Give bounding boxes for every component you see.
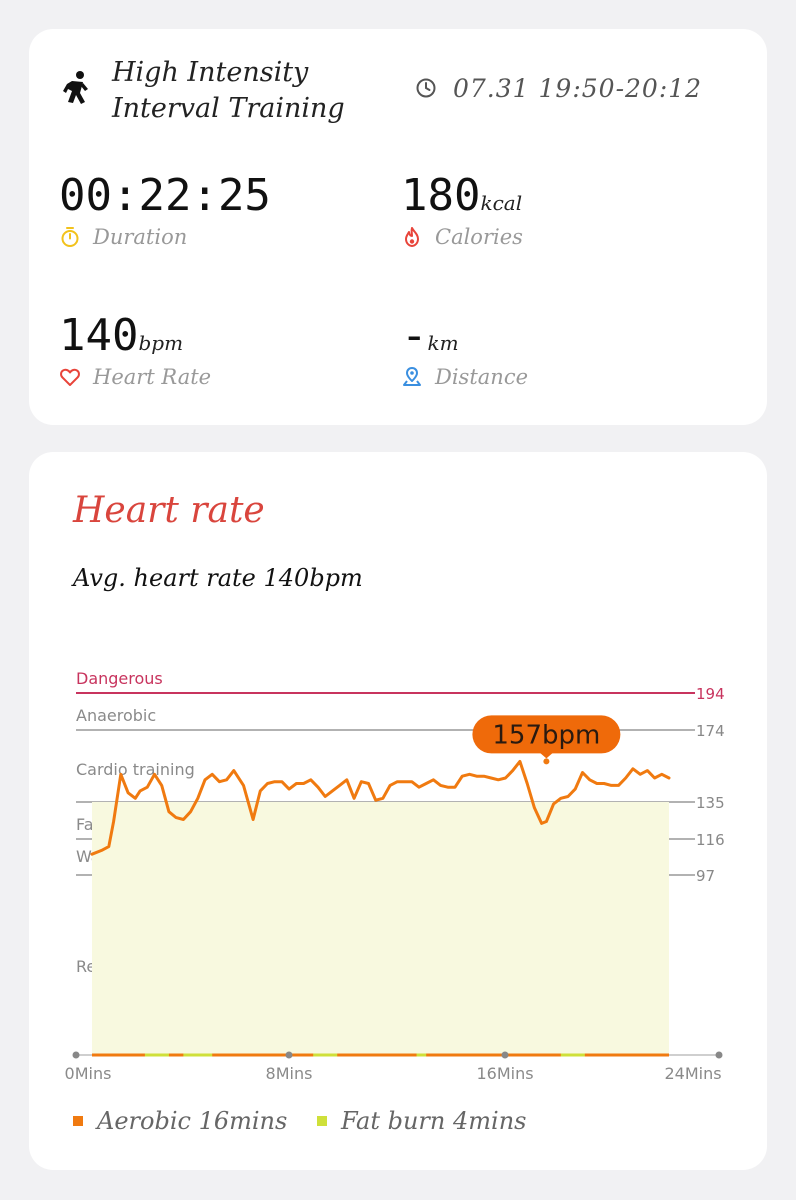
location-pin-icon xyxy=(403,367,421,386)
heart-rate-section-title: Heart rate xyxy=(73,490,265,531)
distance-metric: -km Distance xyxy=(401,310,529,390)
stopwatch-icon xyxy=(61,227,79,247)
heart-rate-metric: 140bpm Heart Rate xyxy=(59,310,212,390)
flame-icon xyxy=(405,227,419,247)
legend-aerobic-label: Aerobic 16mins xyxy=(97,1107,288,1135)
heart-rate-line xyxy=(90,759,671,856)
workout-time-range: 07.31 19:50-20:12 xyxy=(415,73,702,103)
zone-label-anaerobic: Anaerobic xyxy=(76,706,156,725)
time-range-text: 07.31 19:50-20:12 xyxy=(453,73,703,103)
peak-bubble xyxy=(472,715,621,754)
average-heart-rate: Avg. heart rate 140bpm xyxy=(73,564,363,592)
clock-icon xyxy=(416,78,436,98)
legend-aerobic: Aerobic 16mins xyxy=(73,1107,287,1135)
peak-bubble-pointer xyxy=(539,752,554,759)
duration-value: 00:22:25 xyxy=(59,170,271,221)
heart-rate-card: Heart rate Avg. heart rate 140bpm 194 Dan… xyxy=(29,452,767,1170)
zone-threshold-dangerous: 194 xyxy=(696,685,725,703)
workout-title-line1: High Intensity xyxy=(112,57,309,88)
zone-threshold-warm-up: 97 xyxy=(696,867,715,885)
heart-rate-unit: bpm xyxy=(138,331,184,355)
heart-icon xyxy=(60,368,80,386)
workout-summary-card: High Intensity Interval Training 07.31 1… xyxy=(29,29,767,425)
calories-metric: 180kcal Calories xyxy=(401,170,523,250)
legend-fat-burn-label: Fat burn 4mins xyxy=(341,1107,527,1135)
chart-fill-area xyxy=(92,802,669,1055)
workout-title-line2: Interval Training xyxy=(112,93,345,124)
zone-threshold-cardio-training: 135 xyxy=(696,794,725,812)
x-tick-label: 8Mins xyxy=(266,1064,313,1083)
duration-label: Duration xyxy=(93,225,188,249)
distance-label: Distance xyxy=(435,365,529,389)
x-tick-label: 16Mins xyxy=(476,1064,533,1083)
x-tick-dot xyxy=(501,1051,509,1059)
legend-fat-burn: Fat burn 4mins xyxy=(317,1107,526,1135)
x-tick-label: 0Mins xyxy=(65,1064,112,1083)
heart-rate-label: Heart Rate xyxy=(93,365,212,389)
zone-threshold-anaerobic: 174 xyxy=(696,722,725,740)
x-tick-dot xyxy=(285,1051,293,1059)
zone-label-dangerous: Dangerous xyxy=(76,669,163,688)
calories-label: Calories xyxy=(435,225,523,249)
distance-value: - xyxy=(401,310,428,361)
distance-unit: km xyxy=(427,331,459,355)
heart-rate-value: 140 xyxy=(59,310,139,361)
x-tick-label: 24Mins xyxy=(664,1064,721,1083)
duration-metric: 00:22:25 Duration xyxy=(59,170,271,250)
peak-label: 157bpm xyxy=(492,720,600,750)
workout-title: High Intensity Interval Training xyxy=(112,55,402,127)
calories-unit: kcal xyxy=(480,191,523,215)
legend-fat-burn-swatch xyxy=(317,1116,327,1126)
calories-value: 180 xyxy=(401,170,481,221)
x-axis-end-dot xyxy=(715,1051,723,1059)
running-person-icon xyxy=(63,71,88,104)
heart-rate-chart: 194 Dangerous 174 Anaerobic 135 Cardio traini… xyxy=(65,669,725,1083)
legend-aerobic-swatch xyxy=(73,1116,83,1126)
zone-threshold-fat-burning: 116 xyxy=(696,831,725,849)
peak-point xyxy=(543,758,550,765)
zone-label-cardio-training: Cardio training xyxy=(76,760,195,779)
x-axis-start-dot xyxy=(72,1051,80,1059)
